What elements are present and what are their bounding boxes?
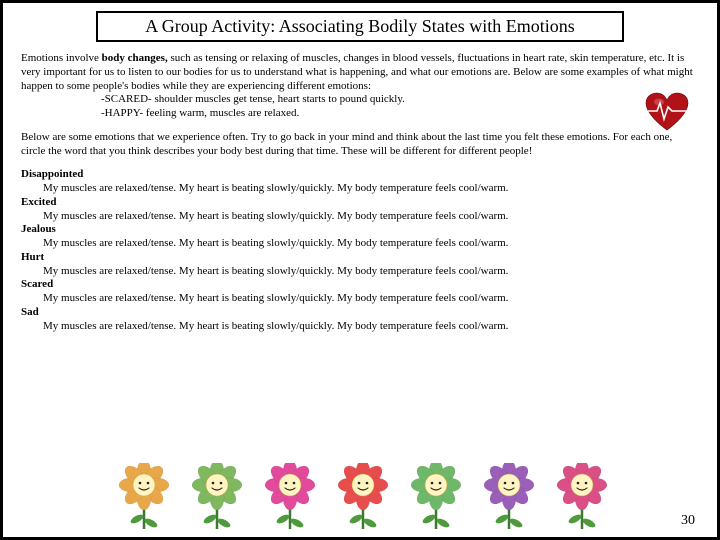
- intro-bold: body changes,: [102, 52, 168, 64]
- emotion-label-jealous: Jealous: [21, 223, 699, 237]
- page-title: A Group Activity: Associating Bodily Sta…: [96, 11, 625, 42]
- emotion-label-sad: Sad: [21, 306, 699, 320]
- flower-icon: [186, 463, 248, 531]
- heart-ekg-icon: [645, 92, 689, 132]
- emotion-stmt-hurt: My muscles are relaxed/tense. My heart i…: [43, 265, 699, 279]
- emotion-label-disappointed: Disappointed: [21, 168, 699, 182]
- page-number: 30: [681, 513, 695, 529]
- worksheet-page: A Group Activity: Associating Bodily Sta…: [0, 0, 720, 540]
- title-text: A Group Activity: Associating Bodily Sta…: [145, 16, 575, 36]
- flower-icon: [551, 463, 613, 531]
- emotion-stmt-sad: My muscles are relaxed/tense. My heart i…: [43, 320, 699, 334]
- emotion-stmt-jealous: My muscles are relaxed/tense. My heart i…: [43, 237, 699, 251]
- flowers-row-icon: [113, 461, 613, 531]
- instructions-paragraph: Below are some emotions that we experien…: [21, 131, 699, 159]
- intro-paragraph: Emotions involve body changes, such as t…: [21, 52, 699, 121]
- flower-icon: [332, 463, 394, 531]
- emotions-list: Disappointed My muscles are relaxed/tens…: [21, 168, 699, 333]
- flower-icon: [405, 463, 467, 531]
- flower-icon: [478, 463, 540, 531]
- flower-icon: [113, 463, 175, 531]
- emotion-label-excited: Excited: [21, 196, 699, 210]
- example-scared: -SCARED- shoulder muscles get tense, hea…: [101, 93, 699, 107]
- emotion-label-hurt: Hurt: [21, 251, 699, 265]
- emotion-stmt-excited: My muscles are relaxed/tense. My heart i…: [43, 210, 699, 224]
- examples-block: -SCARED- shoulder muscles get tense, hea…: [101, 93, 699, 121]
- intro-lead: Emotions involve: [21, 52, 102, 64]
- flower-icon: [259, 463, 321, 531]
- emotion-label-scared: Scared: [21, 278, 699, 292]
- example-happy: -HAPPY- feeling warm, muscles are relaxe…: [101, 107, 699, 121]
- emotion-stmt-disappointed: My muscles are relaxed/tense. My heart i…: [43, 182, 699, 196]
- emotion-stmt-scared: My muscles are relaxed/tense. My heart i…: [43, 292, 699, 306]
